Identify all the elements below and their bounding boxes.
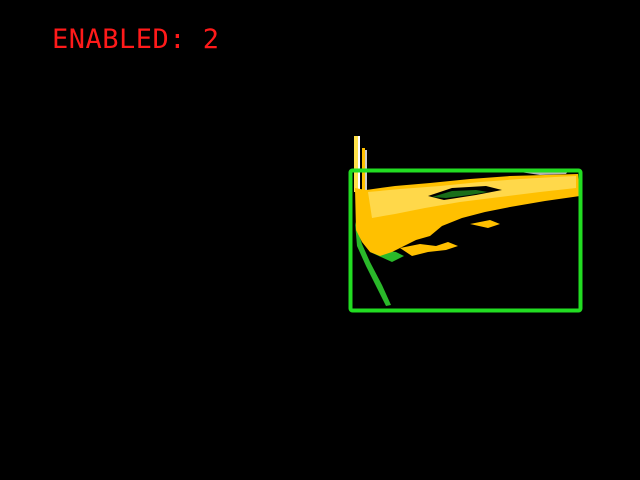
segmented-object xyxy=(355,170,580,306)
detection-box xyxy=(348,168,583,313)
vertical-post xyxy=(354,136,367,196)
status-text: ENABLED: 2 xyxy=(52,24,220,55)
